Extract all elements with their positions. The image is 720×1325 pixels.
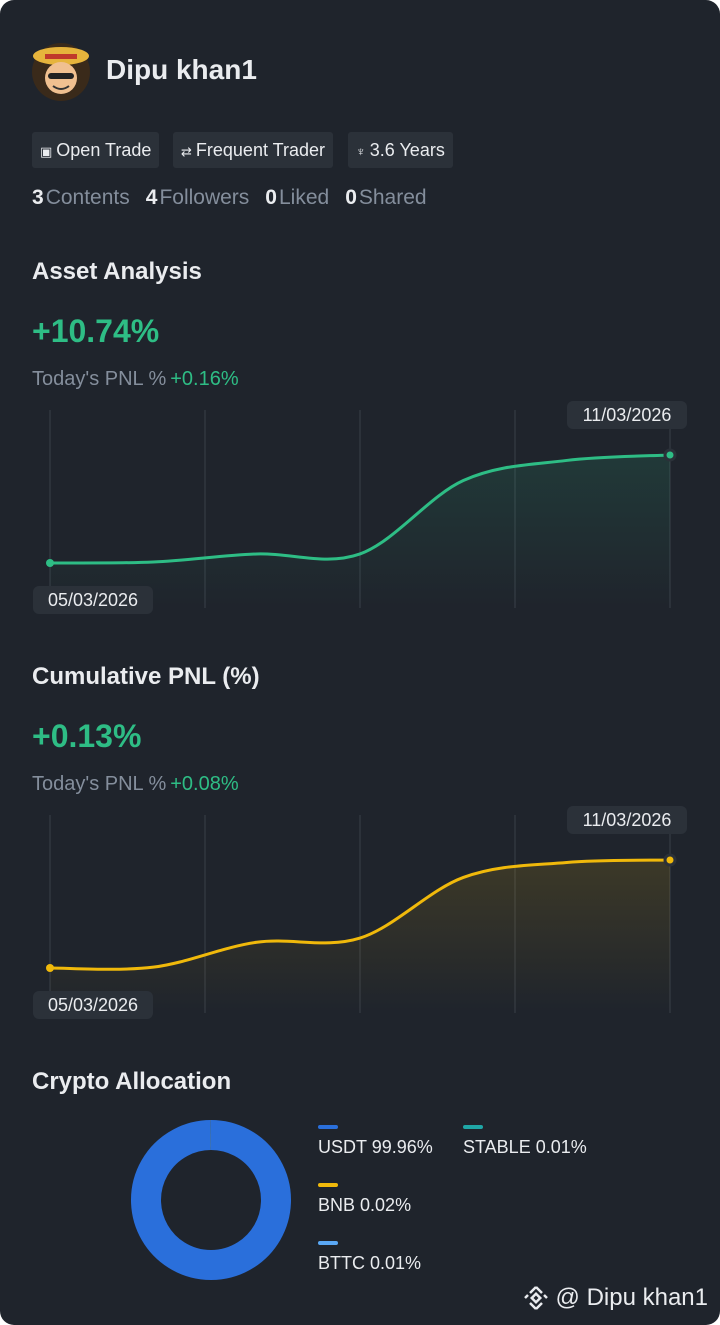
- legend-entry: STABLE 0.01%: [463, 1137, 587, 1157]
- stat-label: Followers: [159, 186, 250, 209]
- end-point: [663, 448, 677, 462]
- date-pill: [33, 586, 153, 614]
- legend-swatch: [463, 1125, 483, 1129]
- tag-icon: ▣: [40, 144, 53, 159]
- donut-slice: [131, 1120, 291, 1280]
- stat-label: Contents: [45, 186, 130, 209]
- line-chart: 05/03/2026 11/03/2026: [33, 806, 687, 1019]
- stat-count: 4: [145, 186, 158, 209]
- tag-icon: ⇄: [181, 144, 192, 159]
- subtitle-value: +0.16%: [170, 368, 239, 390]
- subtitle-label: Today's PNL %: [32, 368, 167, 390]
- tag: ♆ 3.6 Years: [348, 132, 453, 168]
- tag: ⇄ Frequent Trader: [173, 132, 333, 168]
- legend-value: 0.01%: [536, 1137, 587, 1157]
- subtitle: Today's PNL % +0.08%: [32, 773, 239, 796]
- legend-name: BTTC: [318, 1253, 365, 1273]
- legend-name: USDT: [318, 1137, 367, 1157]
- legend-value: 0.02%: [360, 1195, 411, 1215]
- tag-text: 3.6 Years: [369, 140, 445, 160]
- date-label: 05/03/2026: [48, 590, 138, 610]
- legend-swatch: [318, 1125, 338, 1129]
- subtitle-value: +0.08%: [170, 773, 239, 795]
- date-label: 11/03/2026: [583, 405, 672, 425]
- legend-entry: BNB 0.02%: [318, 1195, 411, 1215]
- tag-text: Frequent Trader: [195, 140, 325, 160]
- subtitle: Today's PNL % +0.16%: [32, 368, 239, 391]
- stat-count: 3: [32, 186, 44, 209]
- line: [49, 453, 671, 565]
- legend-swatch: [318, 1241, 338, 1245]
- stat-label: Liked: [278, 186, 330, 209]
- date-label: 05/03/2026: [48, 995, 138, 1015]
- legend-entry: BTTC 0.01%: [318, 1253, 421, 1273]
- user-name: Dipu khan1: [106, 54, 257, 85]
- tag: ▣ Open Trade: [32, 132, 160, 168]
- date-label: 11/03/2026: [583, 810, 672, 830]
- headline-value: +0.13%: [32, 718, 142, 754]
- legend-name: STABLE: [463, 1137, 531, 1157]
- start-point: [46, 964, 54, 972]
- legend-swatch: [318, 1183, 338, 1187]
- stat-count: 0: [345, 186, 357, 209]
- date-pill: [33, 991, 153, 1019]
- section-title: Asset Analysis: [32, 258, 202, 285]
- legend-entry: USDT 99.96%: [318, 1137, 433, 1157]
- area: [50, 860, 670, 1013]
- stats: 3Contents 4Followers 0Liked 0Shared: [32, 186, 443, 210]
- date-pill: [567, 806, 687, 834]
- section-title: Crypto Allocation: [32, 1068, 232, 1095]
- start-point: [46, 559, 54, 567]
- subtitle-label: Today's PNL %: [32, 773, 167, 795]
- headline-value: +10.74%: [32, 313, 160, 349]
- legend-value: 99.96%: [372, 1137, 433, 1157]
- line-chart: 05/03/2026 11/03/2026: [33, 401, 687, 614]
- end-point: [663, 853, 677, 867]
- stat-label: Shared: [358, 186, 427, 209]
- watermark-text: @ Dipu khan1: [555, 1284, 708, 1311]
- watermark-logo: [523, 1286, 548, 1310]
- legend-name: BNB: [318, 1195, 355, 1215]
- avatar[interactable]: [31, 42, 91, 102]
- legend-value: 0.01%: [370, 1253, 421, 1273]
- stat-count: 0: [265, 186, 277, 209]
- line: [49, 858, 671, 971]
- area: [50, 455, 670, 608]
- tag-text: Open Trade: [56, 140, 152, 160]
- tag-icon: ♆: [356, 144, 366, 159]
- donut-chart: USDT 99.96% STABLE 0.01% BNB 0.02% BTTC 0.0…: [131, 1119, 587, 1280]
- section-title: Cumulative PNL (%): [32, 663, 260, 690]
- date-pill: [567, 401, 687, 429]
- watermark: @ Dipu khan1: [522, 1284, 708, 1312]
